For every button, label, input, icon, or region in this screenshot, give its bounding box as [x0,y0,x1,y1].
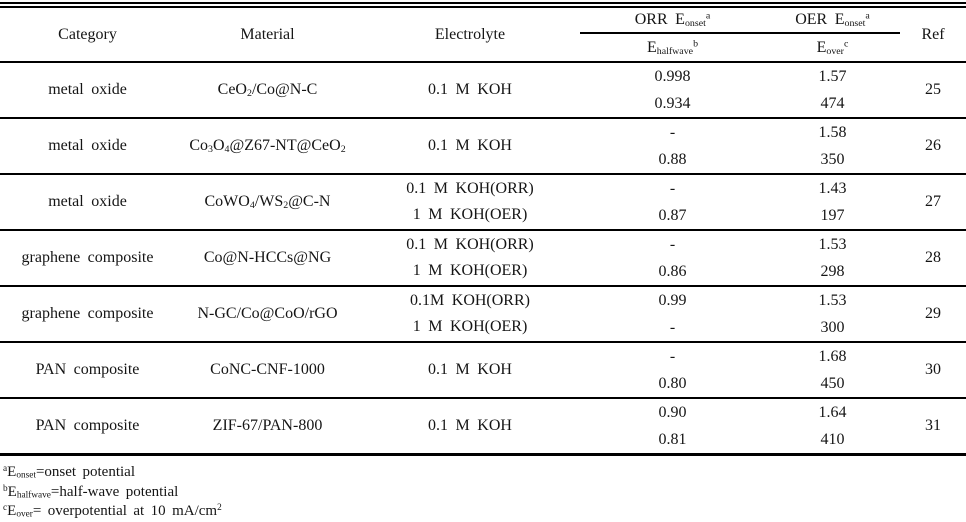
cell-orr-onset: 0.90 [580,397,765,426]
cell-category: graphene composite [0,229,175,286]
cell-oer-onset: 1.64 [765,397,900,426]
table-row: graphene composite N-GC/Co@CoO/rGO 0.1M … [0,285,966,342]
cell-oer-onset: 1.57 [765,61,900,90]
table-row: 0.80 450 [0,370,966,398]
table-row: PAN composite ZIF-67/PAN-800 0.1 M KOH 0… [0,397,966,455]
cell-orr-onset: 0.99 [580,285,765,314]
footnotes: aEonset=onset potential bEhalfwave=half-… [3,463,966,522]
cell-oer-over: 298 [820,263,845,280]
table-row: 0.86 298 [0,258,966,286]
cell-orr-onset: - [580,341,765,370]
cell-material: CoNC-CNF-1000 [175,341,360,398]
cell-category: PAN composite [0,341,175,398]
cell-material: Co@N-HCCs@NG [175,229,360,286]
table-row: graphene composite Co@N-HCCs@NG 0.1 M KO… [0,229,966,286]
cell-orr-onset: 0.998 [580,61,765,90]
cell-material: Co3O4@Z67-NT@CeO2 [175,117,360,174]
cell-oer-onset: 1.43 [765,173,900,202]
col-header-category: Category [0,5,175,63]
cell-orr-onset: - [580,117,765,146]
table-row: 0.87 197 [0,202,966,230]
cell-ref: 25 [900,61,966,118]
performance-table: Category Material Electrolyte ORR Eonset… [0,2,966,456]
cell-electrolyte: 0.1M KOH(ORR) 1 M KOH(OER) [360,285,580,342]
col-header-electrolyte: Electrolyte [360,5,580,63]
cell-ref: 29 [900,285,966,342]
cell-category: PAN composite [0,397,175,455]
col-header-orr-halfwave: Ehalfwaveb [580,33,765,63]
cell-material: N-GC/Co@CoO/rGO [175,285,360,342]
col-header-ref: Ref [900,5,966,63]
cell-oer-onset: 1.53 [765,229,900,258]
col-header-orr-onset: ORR Eonseta [580,5,765,34]
table-row: metal oxide CoWO4/WS2@C-N 0.1 M KOH(ORR)… [0,173,966,230]
cell-oer-onset: 1.68 [765,341,900,370]
cell-orr-halfwave: - [669,319,676,336]
cell-electrolyte: 0.1 M KOH [360,117,580,174]
cell-ref: 28 [900,229,966,286]
cell-electrolyte: 0.1 M KOH [360,61,580,118]
col-header-material: Material [175,5,360,63]
table-row: 0.81 410 [0,426,966,455]
cell-category: graphene composite [0,285,175,342]
footnote-a: aEonset=onset potential [3,463,135,481]
col-header-oer-over: Eoverc [765,33,900,63]
cell-orr-halfwave: 0.81 [658,431,687,448]
table-header: Category Material Electrolyte ORR Eonset… [0,5,966,63]
cell-electrolyte: 0.1 M KOH(ORR) 1 M KOH(OER) [360,173,580,230]
cell-electrolyte: 0.1 M KOH [360,341,580,398]
footnote-b: bEhalfwave=half-wave potential [3,483,179,501]
cell-orr-onset: - [580,173,765,202]
cell-oer-over: 474 [820,95,845,112]
table-row: - 300 [0,314,966,342]
cell-electrolyte: 0.1 M KOH [360,397,580,455]
cell-oer-over: 450 [820,375,845,392]
cell-orr-halfwave: 0.88 [658,151,687,168]
table-row: 0.934 474 [0,90,966,118]
cell-orr-halfwave: 0.934 [654,95,691,112]
cell-ref: 30 [900,341,966,398]
cell-oer-over: 410 [820,431,845,448]
cell-material: CeO2/Co@N-C [175,61,360,118]
cell-category: metal oxide [0,173,175,230]
col-header-oer-onset: OER Eonseta [765,5,900,34]
cell-ref: 26 [900,117,966,174]
table-row: 0.88 350 [0,146,966,174]
cell-electrolyte: 0.1 M KOH(ORR) 1 M KOH(OER) [360,229,580,286]
cell-orr-onset: - [580,229,765,258]
cell-oer-over: 300 [820,319,845,336]
cell-material: CoWO4/WS2@C-N [175,173,360,230]
cell-orr-halfwave: 0.86 [658,263,687,280]
cell-oer-over: 350 [820,151,845,168]
cell-oer-onset: 1.58 [765,117,900,146]
cell-oer-onset: 1.53 [765,285,900,314]
table-row: PAN composite CoNC-CNF-1000 0.1 M KOH - … [0,341,966,398]
table-row: metal oxide CeO2/Co@N-C 0.1 M KOH 0.998 … [0,61,966,118]
cell-ref: 31 [900,397,966,455]
cell-material: ZIF-67/PAN-800 [175,397,360,455]
cell-oer-over: 197 [820,207,845,224]
cell-orr-halfwave: 0.87 [658,207,687,224]
table-row: metal oxide Co3O4@Z67-NT@CeO2 0.1 M KOH … [0,117,966,174]
cell-ref: 27 [900,173,966,230]
cell-orr-halfwave: 0.80 [658,375,687,392]
cell-category: metal oxide [0,61,175,118]
cell-category: metal oxide [0,117,175,174]
